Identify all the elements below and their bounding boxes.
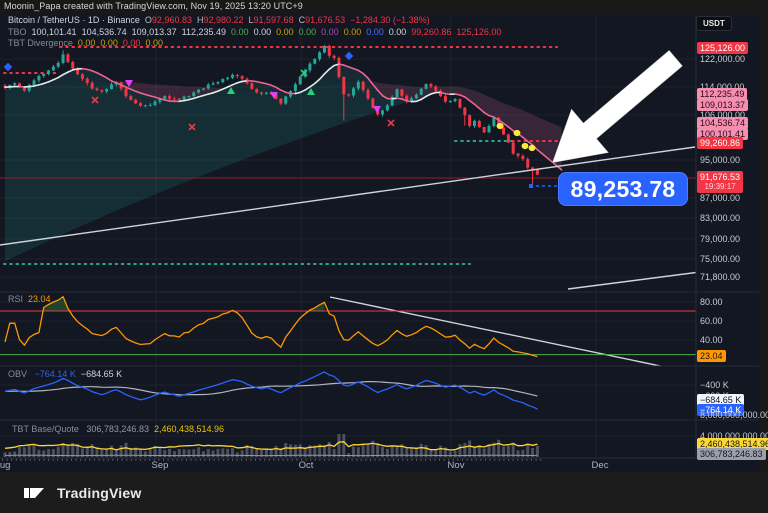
ohlc-key: C [298,15,306,25]
obv-panel [0,371,696,410]
time-axis-label: Sep [151,460,169,471]
legend-value: 0.00 [145,38,163,48]
legend-tbo-row: TBO 100,101.41 104,536.74 109,013.37 112,235… [8,27,506,39]
legend-value: 0.00 [366,26,384,37]
attribution-text: Moonin_Papa created with TradingView.com… [4,1,303,11]
annotation-arrow[interactable] [551,49,684,164]
ohlc-key: O [144,15,152,25]
ohlc-key: H [196,15,204,25]
legend-main: Bitcoin / TetherUS · 1D · Binance O92,960… [8,15,506,50]
sell-triangle-marker [373,106,381,113]
tradingview-logo[interactable] [24,484,50,502]
legend-value: −764.14 K [34,369,76,379]
x-marker [387,119,395,127]
rsi-panel [0,295,696,367]
ohlc-value: 91,597.68 [253,15,294,25]
legend-value: 0.00 [343,26,362,37]
buy-triangle-marker [307,88,315,95]
volume-panel [0,434,696,457]
legend-value: 306,783,246.83 [86,424,149,434]
ohlc-key: L [248,15,254,25]
quote-volume-line [4,441,538,451]
legend-value: 100,101.41 [31,26,77,37]
rsi-line [4,295,538,358]
time-axis[interactable]: Aug Sep Oct Nov Dec [0,458,759,472]
attribution-bar: Moonin_Papa created with TradingView.com… [0,0,768,14]
legend-value: −1,284.30 (−1.38%) [350,15,430,25]
diamond-marker [344,51,354,61]
buy-triangle-marker [227,87,235,94]
legend-tbt-base-quote-row: TBT Base/Quote 306,783,246.83 2,460,438,5… [12,424,229,434]
legend-value: 0.00 [388,26,407,37]
legend-value: 0.00 [276,26,294,37]
legend-value: 112,235.49 [181,26,227,37]
chart-canvas[interactable] [0,0,759,472]
yellow-circle-marker [528,144,536,152]
legend-value: 0.00 [253,26,272,37]
time-axis-label: Dec [591,460,609,471]
price-callout[interactable]: 89,253.78 [558,172,688,206]
legend-value: 2,460,438,514.96 [153,424,225,434]
yellow-circle-marker [521,142,529,150]
indicator-label-tbo[interactable]: TBO [8,26,27,37]
time-axis-label: Oct [298,460,314,471]
price-line-handle [529,184,533,188]
footer: TradingView [0,472,768,513]
legend-symbol-row: Bitcoin / TetherUS · 1D · Binance O92,960… [8,15,506,27]
sell-triangle-marker [270,92,278,99]
legend-value: 0.00 [298,26,317,37]
yellow-circle-marker [513,129,521,137]
indicator-label-rsi[interactable]: RSI [8,294,24,304]
trend-line[interactable] [567,271,700,290]
ohlc-value: 92,980.22 [203,15,244,25]
main-panel [0,44,700,290]
yellow-circle-marker [496,122,504,130]
rsi-value: 23.04 [28,294,51,304]
legend-value: −684.65 K [80,369,123,379]
indicator-label-tbt-base-quote[interactable]: TBT Base/Quote [12,424,79,434]
x-marker [188,123,196,131]
legend-value: 0.00 [231,26,249,37]
usdt-button[interactable]: USDT [696,16,732,31]
legend-tbt-divergence-row: TBT Divergence 0.00 0.00 0.00 0.00 [8,38,506,50]
legend-value: 0.00 [122,38,141,48]
indicator-label-obv[interactable]: OBV [8,369,28,379]
legend-value: 0.00 [100,38,118,48]
price-callout-value: 89,253.78 [570,175,676,202]
time-axis-label: Nov [447,460,465,471]
time-axis-label: Aug [0,460,11,471]
indicator-label-tbt-divergence[interactable]: TBT Divergence [8,38,73,48]
trend-line[interactable] [0,146,696,246]
legend-value: 99,260.86 [411,26,452,37]
trend-line[interactable] [329,296,665,367]
legend-value: 125,126.00 [456,26,502,37]
ohlc-value: 91,676.53 [305,15,346,25]
obv-line [4,371,538,410]
sell-triangle-marker [125,80,133,87]
legend-value: 0.00 [77,38,96,48]
legend-value: 104,536.74 [81,26,127,37]
legend-rsi-row: RSI 23.04 [8,294,51,304]
legend-value: 109,013.37 [131,26,177,37]
ohlc-value: 92,960.83 [151,15,192,25]
x-marker [300,69,308,77]
symbol-title[interactable]: Bitcoin / TetherUS · 1D · Binance [8,15,140,25]
legend-value: 0.00 [321,26,339,37]
brand-name: TradingView [57,484,142,501]
x-marker [91,96,99,104]
legend-obv-row: OBV −764.14 K −684.65 K [8,369,127,379]
